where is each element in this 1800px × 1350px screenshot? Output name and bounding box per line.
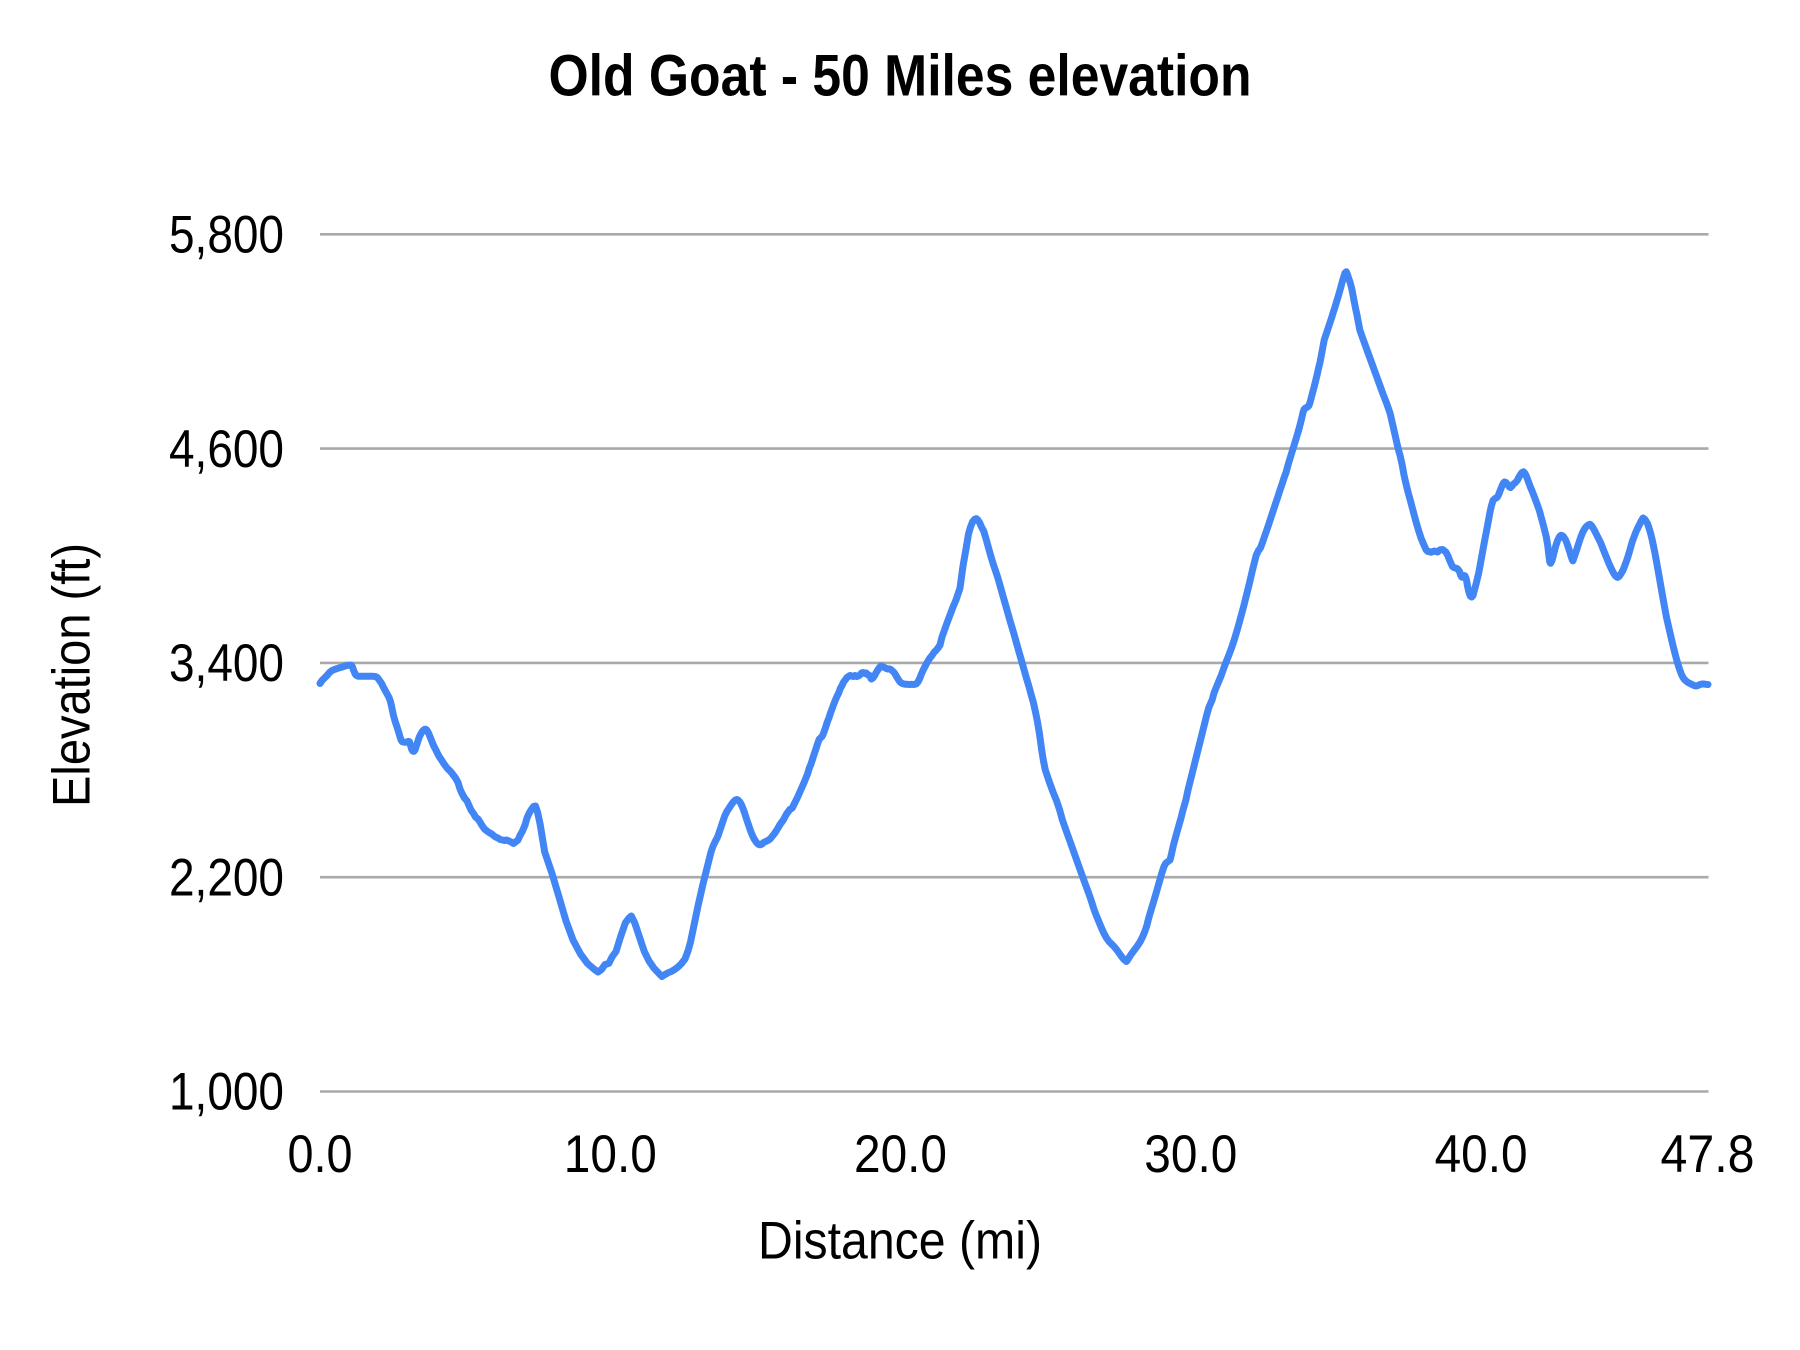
svg-text:40.0: 40.0: [1435, 1125, 1528, 1184]
svg-text:5,800: 5,800: [169, 206, 284, 265]
svg-text:Distance (mi): Distance (mi): [758, 1212, 1042, 1271]
svg-text:3,400: 3,400: [169, 634, 284, 693]
svg-text:1,000: 1,000: [169, 1063, 284, 1122]
svg-text:10.0: 10.0: [564, 1125, 657, 1184]
svg-text:30.0: 30.0: [1144, 1125, 1237, 1184]
svg-text:2,200: 2,200: [169, 848, 284, 907]
svg-text:47.8: 47.8: [1661, 1125, 1755, 1184]
svg-text:20.0: 20.0: [854, 1125, 947, 1184]
svg-text:0.0: 0.0: [288, 1125, 353, 1184]
svg-text:Elevation (ft): Elevation (ft): [43, 543, 102, 807]
svg-text:Old Goat - 50 Miles elevation: Old Goat - 50 Miles elevation: [549, 44, 1252, 109]
svg-text:4,600: 4,600: [169, 420, 284, 479]
